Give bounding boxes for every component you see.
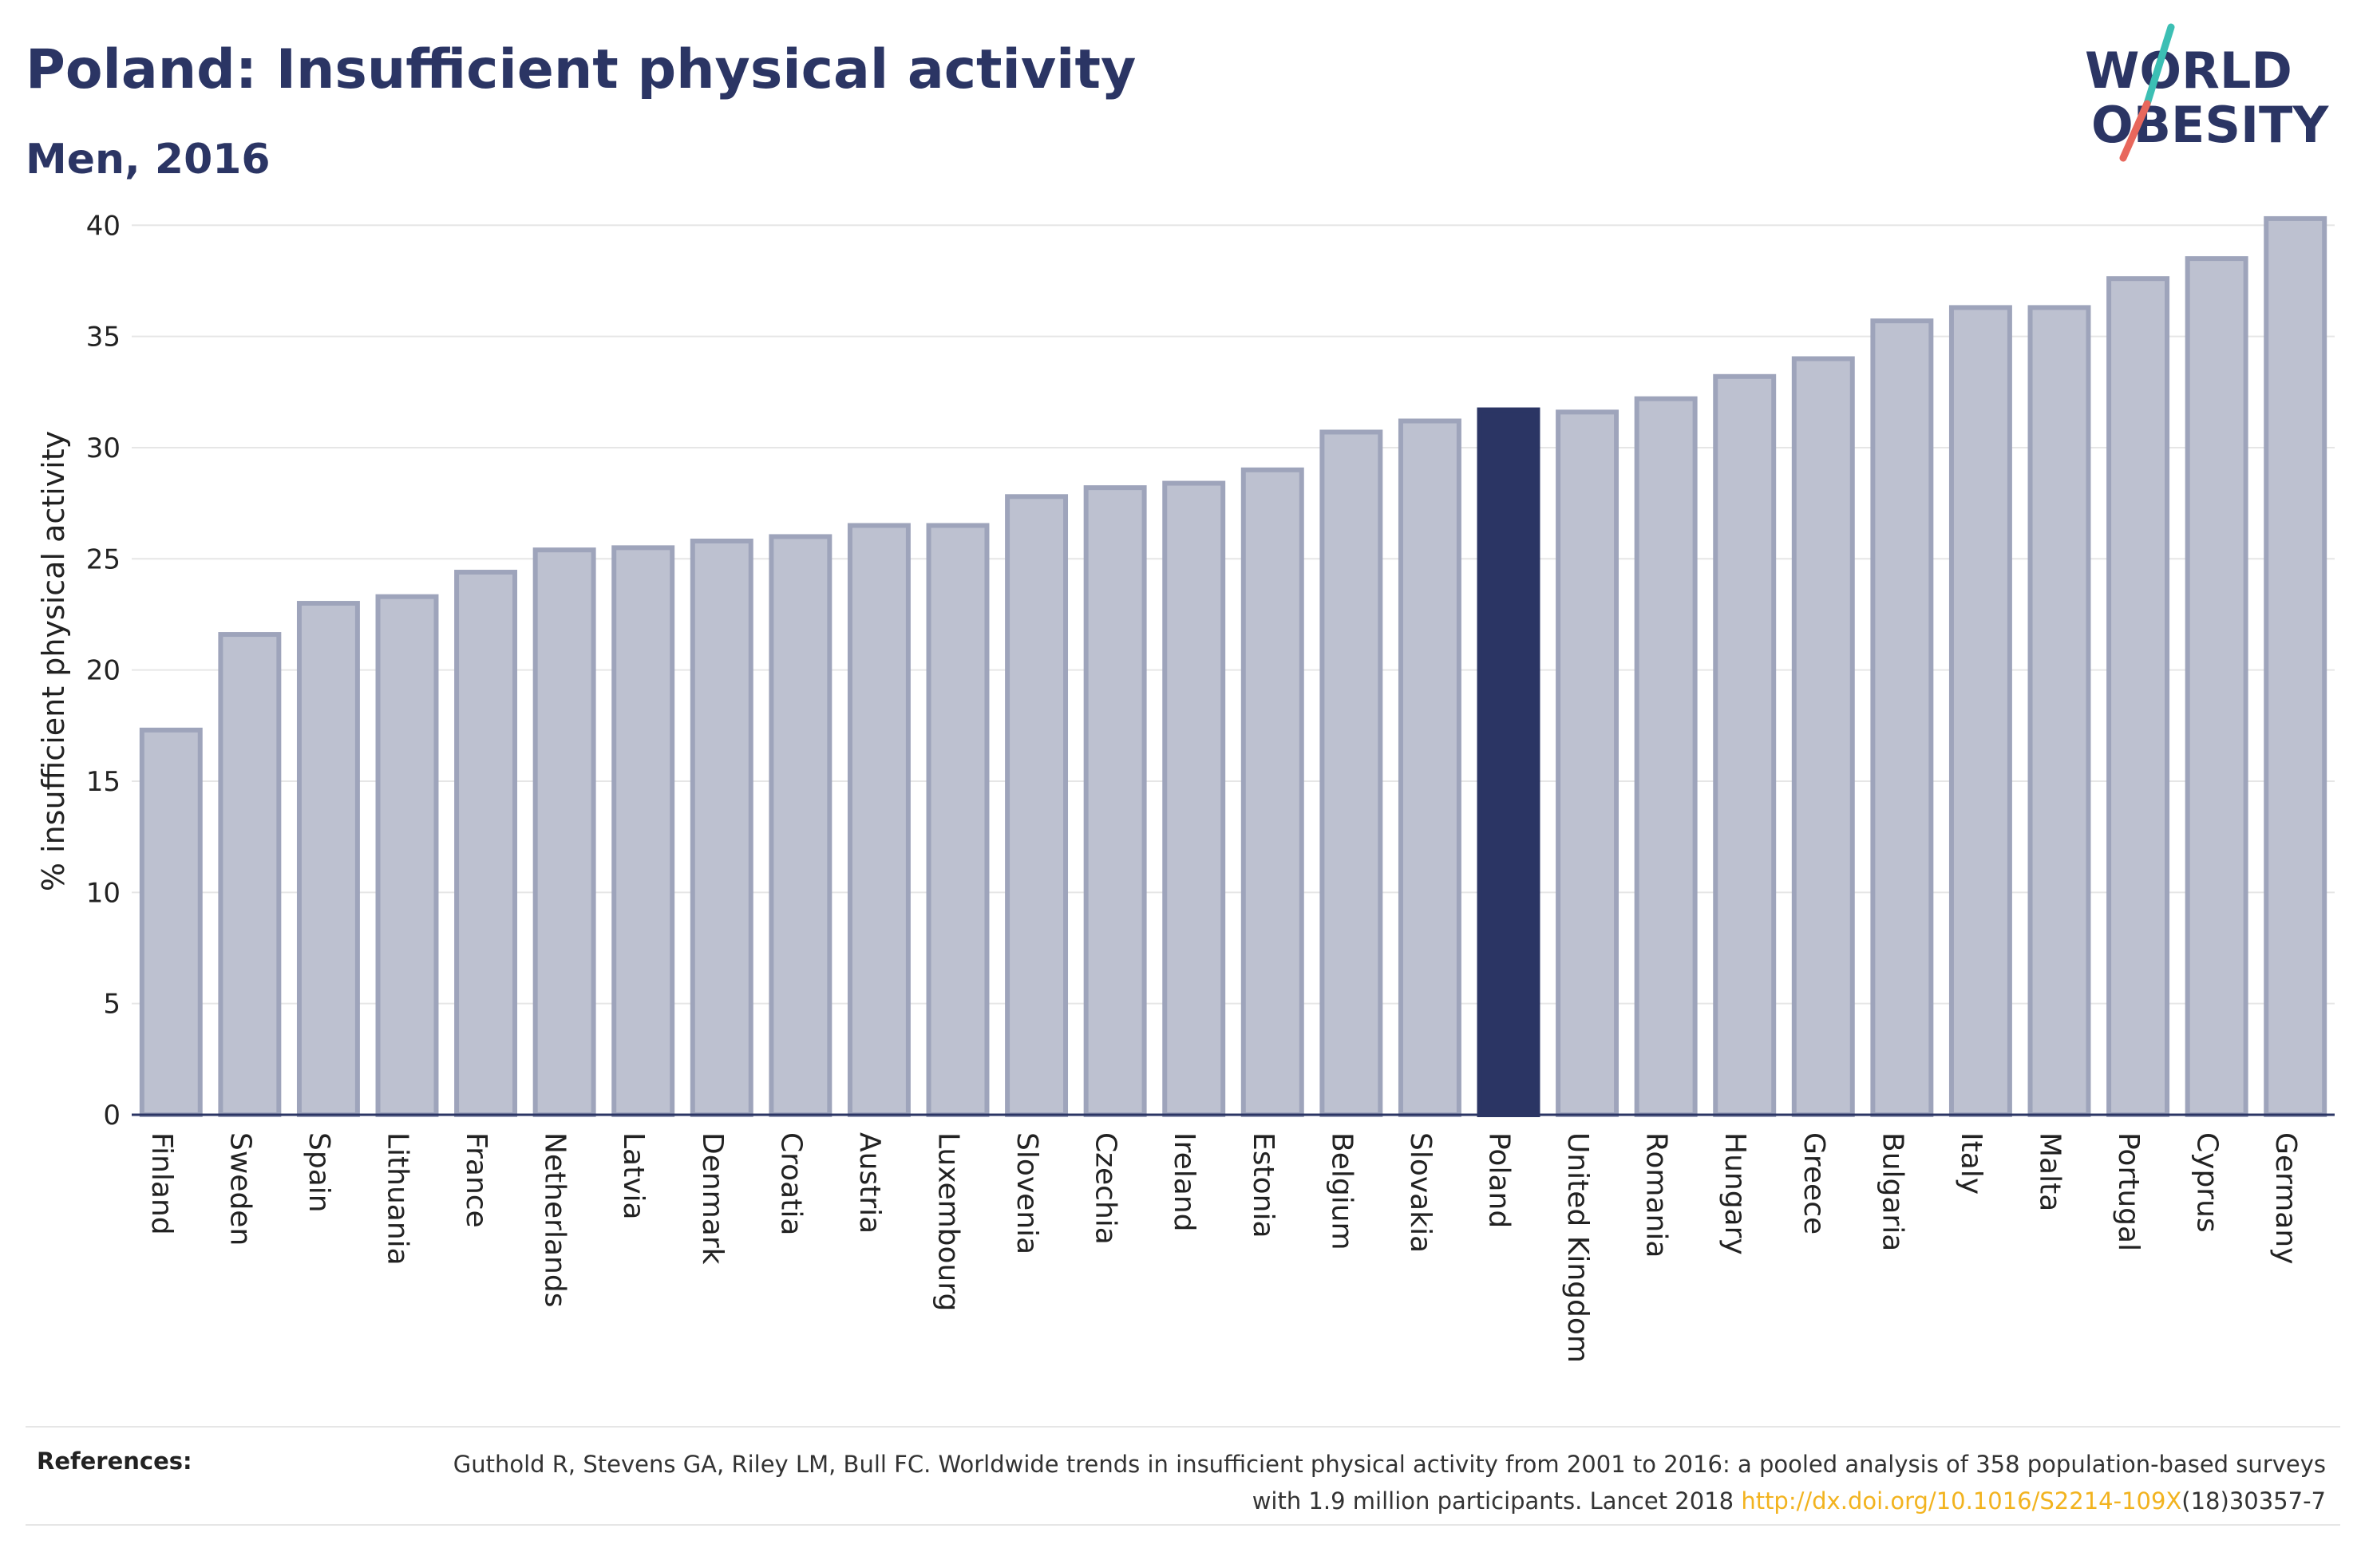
y-tick-label: 10 bbox=[86, 877, 121, 909]
y-tick-label: 30 bbox=[86, 432, 121, 464]
bar bbox=[769, 534, 832, 1117]
bar bbox=[847, 523, 911, 1117]
x-tick-label: Belgium bbox=[1325, 1132, 1358, 1250]
x-tick-label: Germany bbox=[2269, 1132, 2302, 1264]
x-tick-label: Bulgaria bbox=[1876, 1132, 1908, 1251]
x-tick-label: France bbox=[460, 1132, 492, 1228]
x-tick-label: Netherlands bbox=[539, 1132, 571, 1307]
y-tick-label: 20 bbox=[86, 655, 121, 687]
bar bbox=[690, 539, 753, 1117]
bar bbox=[2106, 276, 2170, 1117]
bar bbox=[1791, 356, 1855, 1117]
x-tick-label: Croatia bbox=[774, 1132, 807, 1235]
bar bbox=[2027, 305, 2091, 1117]
bar bbox=[532, 547, 596, 1117]
y-tick-label: 35 bbox=[86, 322, 121, 353]
x-tick-label: Romania bbox=[1640, 1132, 1673, 1258]
bar bbox=[926, 523, 990, 1117]
chart-title: Poland: Insufficient physical activity bbox=[26, 38, 1137, 101]
bar bbox=[1240, 467, 1304, 1117]
reference-citation-end: (18)30357-7 bbox=[2181, 1487, 2326, 1515]
references-divider-bottom bbox=[26, 1524, 2340, 1526]
y-axis-title: % insufficient physical activity bbox=[36, 431, 71, 891]
logo-line1: WORLD bbox=[2085, 41, 2292, 100]
x-tick-label: Estonia bbox=[1247, 1132, 1279, 1238]
x-tick-label: Portugal bbox=[2112, 1132, 2145, 1251]
bar bbox=[2185, 256, 2248, 1117]
bar bbox=[1398, 418, 1461, 1117]
logo-stroke-red bbox=[2119, 100, 2151, 162]
x-tick-label: Austria bbox=[853, 1132, 886, 1234]
logo-stroke-teal bbox=[2143, 23, 2175, 108]
bar bbox=[1870, 318, 1934, 1117]
x-tick-label: Latvia bbox=[617, 1132, 650, 1220]
references-divider-top bbox=[26, 1426, 2340, 1428]
y-tick-label: 5 bbox=[103, 989, 121, 1021]
bar-highlighted bbox=[1477, 407, 1540, 1117]
x-tick-label: United Kingdom bbox=[1561, 1132, 1594, 1363]
x-tick-label: Italy bbox=[1955, 1132, 1987, 1195]
x-tick-label: Poland bbox=[1483, 1132, 1516, 1228]
x-tick-label: Hungary bbox=[1718, 1132, 1751, 1255]
bar bbox=[1005, 494, 1069, 1117]
x-tick-label: Spain bbox=[303, 1132, 335, 1213]
x-tick-label: Denmark bbox=[696, 1132, 729, 1265]
bar bbox=[1556, 409, 1619, 1117]
world-obesity-logo: WORLD OBESITY bbox=[2075, 22, 2347, 177]
x-tick-label: Greece bbox=[1797, 1132, 1830, 1234]
bar bbox=[1634, 396, 1698, 1118]
y-tick-label: 15 bbox=[86, 766, 121, 798]
x-tick-label: Slovenia bbox=[1010, 1132, 1043, 1254]
bar bbox=[296, 601, 360, 1117]
bar bbox=[375, 594, 439, 1117]
bar bbox=[139, 727, 203, 1117]
chart-subtitle: Men, 2016 bbox=[26, 136, 271, 184]
references-label: References: bbox=[37, 1448, 192, 1475]
y-tick-label: 25 bbox=[86, 543, 121, 575]
bar bbox=[2264, 215, 2327, 1117]
references-text: Guthold R, Stevens GA, Riley LM, Bull FC… bbox=[450, 1446, 2326, 1519]
bar bbox=[611, 545, 675, 1117]
bar bbox=[1319, 429, 1383, 1117]
bar bbox=[218, 632, 282, 1117]
reference-citation: Guthold R, Stevens GA, Riley LM, Bull FC… bbox=[453, 1451, 2326, 1515]
x-tick-label: Finland bbox=[145, 1132, 178, 1235]
bar bbox=[1083, 485, 1147, 1117]
y-tick-label: 40 bbox=[86, 210, 121, 242]
bar bbox=[454, 570, 518, 1117]
x-tick-label: Ireland bbox=[1168, 1132, 1200, 1232]
bar bbox=[1162, 480, 1226, 1117]
x-tick-label: Slovakia bbox=[1404, 1132, 1437, 1253]
x-tick-label: Sweden bbox=[223, 1132, 256, 1246]
reference-doi-link[interactable]: http://dx.doi.org/10.1016/S2214-109X bbox=[1741, 1487, 2182, 1515]
x-tick-label: Czechia bbox=[1090, 1132, 1122, 1245]
bar bbox=[1713, 373, 1777, 1117]
bar-chart: 0 5 10 15 20 25 30 35 40 Finland Sweden Spain Lithua… bbox=[36, 210, 2335, 1363]
y-tick-label: 0 bbox=[103, 1100, 121, 1132]
x-tick-label: Malta bbox=[2034, 1132, 2066, 1211]
x-tick-label: Lithuania bbox=[382, 1132, 414, 1266]
bar bbox=[1948, 305, 2012, 1117]
x-tick-label: Cyprus bbox=[2191, 1132, 2224, 1233]
x-tick-label: Luxembourg bbox=[932, 1132, 965, 1311]
